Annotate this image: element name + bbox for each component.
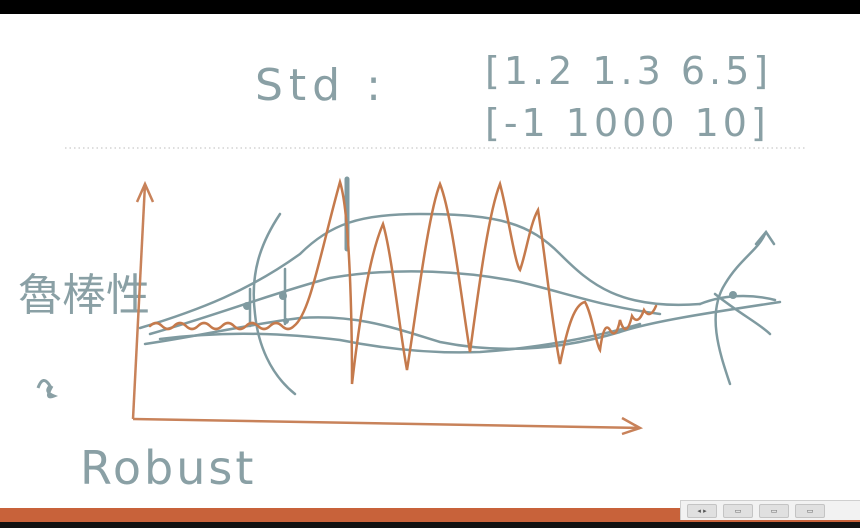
point-marker-1 (279, 292, 287, 300)
toolbar-button-4[interactable]: ▭ (795, 503, 825, 518)
point-marker-3 (283, 318, 289, 324)
x-axis-arrow-icon (621, 416, 644, 436)
chinese-robustness-label: 魯棒性 (18, 270, 150, 321)
distribution-sketch-2 (713, 292, 772, 336)
distribution-arrow-icon (754, 229, 776, 246)
bottom-curve (158, 322, 642, 354)
whiteboard-canvas[interactable]: Std : [1.2 1.3 6.5] [-1 1000 10] 魯棒性 Rob… (0, 14, 860, 508)
x-axis (132, 417, 641, 430)
drawing-svg: Std : [1.2 1.3 6.5] [-1 1000 10] 魯棒性 Rob… (18, 49, 805, 495)
presentation-toolbar: ◂ ▸ ▭ ▭ ▭ (680, 500, 860, 520)
orange-curve-path (148, 177, 658, 385)
middle-curve (148, 270, 662, 336)
point-marker-2 (243, 302, 251, 310)
distribution-point (729, 291, 737, 299)
robust-label: Robust (80, 441, 256, 495)
toolbar-button-3[interactable]: ▭ (759, 503, 789, 518)
std-label: Std : (255, 60, 387, 111)
std-row-1: [1.2 1.3 6.5] (485, 49, 772, 93)
upper-curve (138, 212, 702, 330)
bottom-strip (0, 522, 860, 528)
distribution-sketch (714, 232, 767, 386)
y-axis-arrow-icon (135, 180, 155, 203)
axes (131, 180, 644, 436)
toolbar-nav-button[interactable]: ◂ ▸ (687, 503, 717, 518)
bracket-curve (252, 212, 297, 396)
smooth-curves (138, 176, 782, 396)
scribble-mark (36, 379, 59, 399)
std-row-2: [-1 1000 10] (485, 101, 770, 145)
tail-curve (698, 294, 777, 306)
y-axis (131, 183, 147, 420)
window-top-bar (0, 0, 860, 14)
oscillating-curve (148, 177, 658, 385)
toolbar-button-2[interactable]: ▭ (723, 503, 753, 518)
